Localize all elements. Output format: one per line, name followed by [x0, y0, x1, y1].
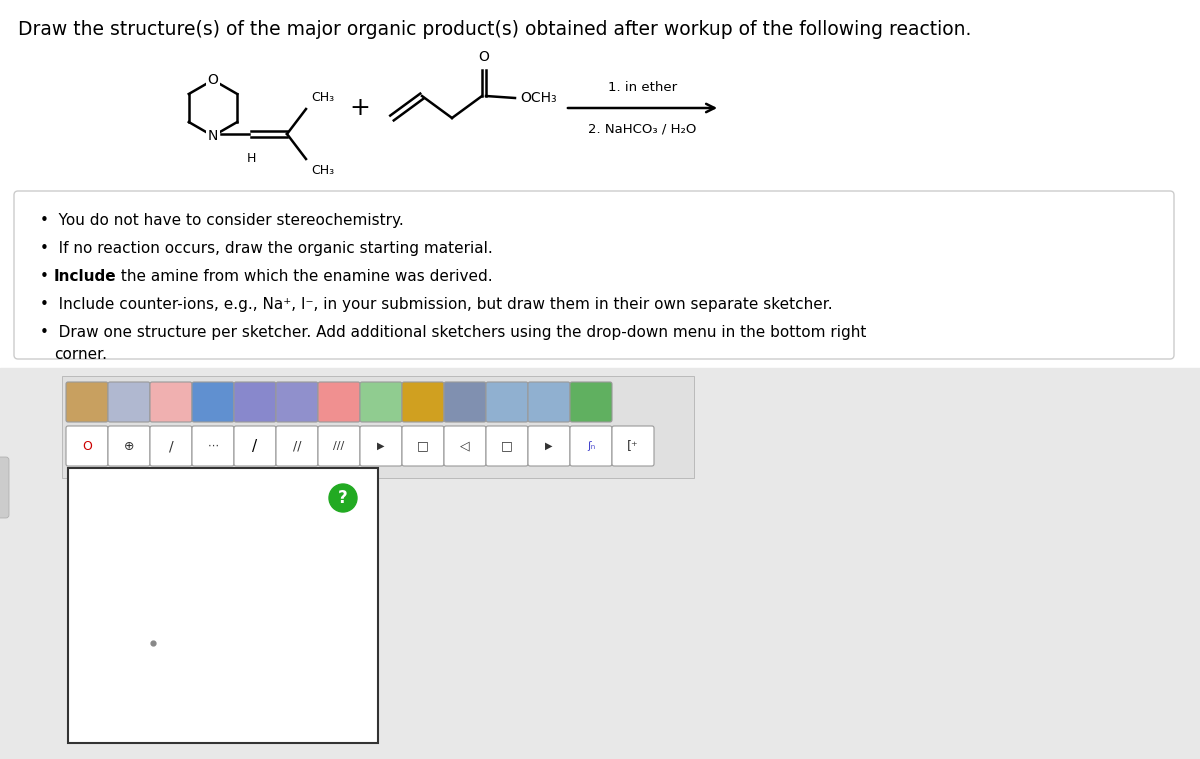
Text: [⁺: [⁺	[628, 439, 638, 452]
Text: •  Include counter-ions, e.g., Na⁺, I⁻, in your submission, but draw them in the: • Include counter-ions, e.g., Na⁺, I⁻, i…	[40, 297, 833, 312]
Text: O: O	[208, 73, 218, 87]
FancyBboxPatch shape	[234, 426, 276, 466]
FancyBboxPatch shape	[360, 382, 402, 422]
FancyBboxPatch shape	[0, 457, 10, 518]
Text: ▶: ▶	[545, 441, 553, 451]
Text: •  If no reaction occurs, draw the organic starting material.: • If no reaction occurs, draw the organi…	[40, 241, 493, 256]
Text: /: /	[169, 439, 173, 453]
FancyBboxPatch shape	[276, 426, 318, 466]
FancyBboxPatch shape	[62, 376, 694, 478]
FancyBboxPatch shape	[318, 382, 360, 422]
FancyBboxPatch shape	[150, 382, 192, 422]
FancyBboxPatch shape	[486, 426, 528, 466]
FancyBboxPatch shape	[444, 382, 486, 422]
Text: 2. NaHCO₃ / H₂O: 2. NaHCO₃ / H₂O	[588, 122, 697, 135]
Text: the amine from which the enamine was derived.: the amine from which the enamine was der…	[116, 269, 493, 284]
FancyBboxPatch shape	[570, 382, 612, 422]
FancyBboxPatch shape	[276, 382, 318, 422]
Text: □: □	[502, 439, 512, 452]
FancyBboxPatch shape	[486, 382, 528, 422]
Text: O: O	[479, 50, 490, 64]
Text: ///: ///	[334, 441, 344, 451]
FancyBboxPatch shape	[612, 426, 654, 466]
Text: OCH₃: OCH₃	[520, 91, 557, 105]
Text: •  Draw one structure per sketcher. Add additional sketchers using the drop-down: • Draw one structure per sketcher. Add a…	[40, 325, 866, 340]
Bar	[0, 368, 1200, 759]
FancyBboxPatch shape	[108, 426, 150, 466]
Text: □: □	[418, 439, 428, 452]
FancyBboxPatch shape	[444, 426, 486, 466]
Text: ?: ?	[338, 489, 348, 507]
Text: ⊕: ⊕	[124, 439, 134, 452]
Text: CH₃: CH₃	[311, 164, 334, 177]
FancyBboxPatch shape	[66, 426, 108, 466]
FancyBboxPatch shape	[192, 382, 234, 422]
Text: •  You do not have to consider stereochemistry.: • You do not have to consider stereochem…	[40, 213, 403, 228]
Circle shape	[329, 484, 358, 512]
Text: Include: Include	[54, 269, 116, 284]
FancyBboxPatch shape	[192, 426, 234, 466]
FancyBboxPatch shape	[66, 382, 108, 422]
Text: N: N	[208, 129, 218, 143]
Text: //: //	[293, 439, 301, 452]
FancyBboxPatch shape	[234, 382, 276, 422]
Text: corner.: corner.	[54, 347, 107, 362]
Text: ◁: ◁	[460, 439, 470, 452]
FancyBboxPatch shape	[150, 426, 192, 466]
FancyBboxPatch shape	[108, 382, 150, 422]
FancyBboxPatch shape	[318, 426, 360, 466]
FancyBboxPatch shape	[402, 382, 444, 422]
FancyBboxPatch shape	[360, 426, 402, 466]
FancyBboxPatch shape	[14, 191, 1174, 359]
Text: +: +	[349, 96, 371, 120]
Text: ⋯: ⋯	[208, 441, 218, 451]
Text: CH₃: CH₃	[311, 91, 334, 104]
Text: O: O	[82, 439, 92, 452]
Bar	[68, 468, 378, 743]
FancyBboxPatch shape	[528, 426, 570, 466]
Text: Draw the structure(s) of the major organic product(s) obtained after workup of t: Draw the structure(s) of the major organ…	[18, 20, 971, 39]
FancyBboxPatch shape	[528, 382, 570, 422]
FancyBboxPatch shape	[402, 426, 444, 466]
Text: ʃₙ: ʃₙ	[587, 441, 595, 451]
Text: •: •	[40, 269, 49, 284]
FancyBboxPatch shape	[570, 426, 612, 466]
Text: H: H	[246, 152, 256, 165]
Text: ▶: ▶	[377, 441, 385, 451]
Text: /: /	[252, 439, 258, 453]
Text: 1. in ether: 1. in ether	[608, 81, 677, 94]
